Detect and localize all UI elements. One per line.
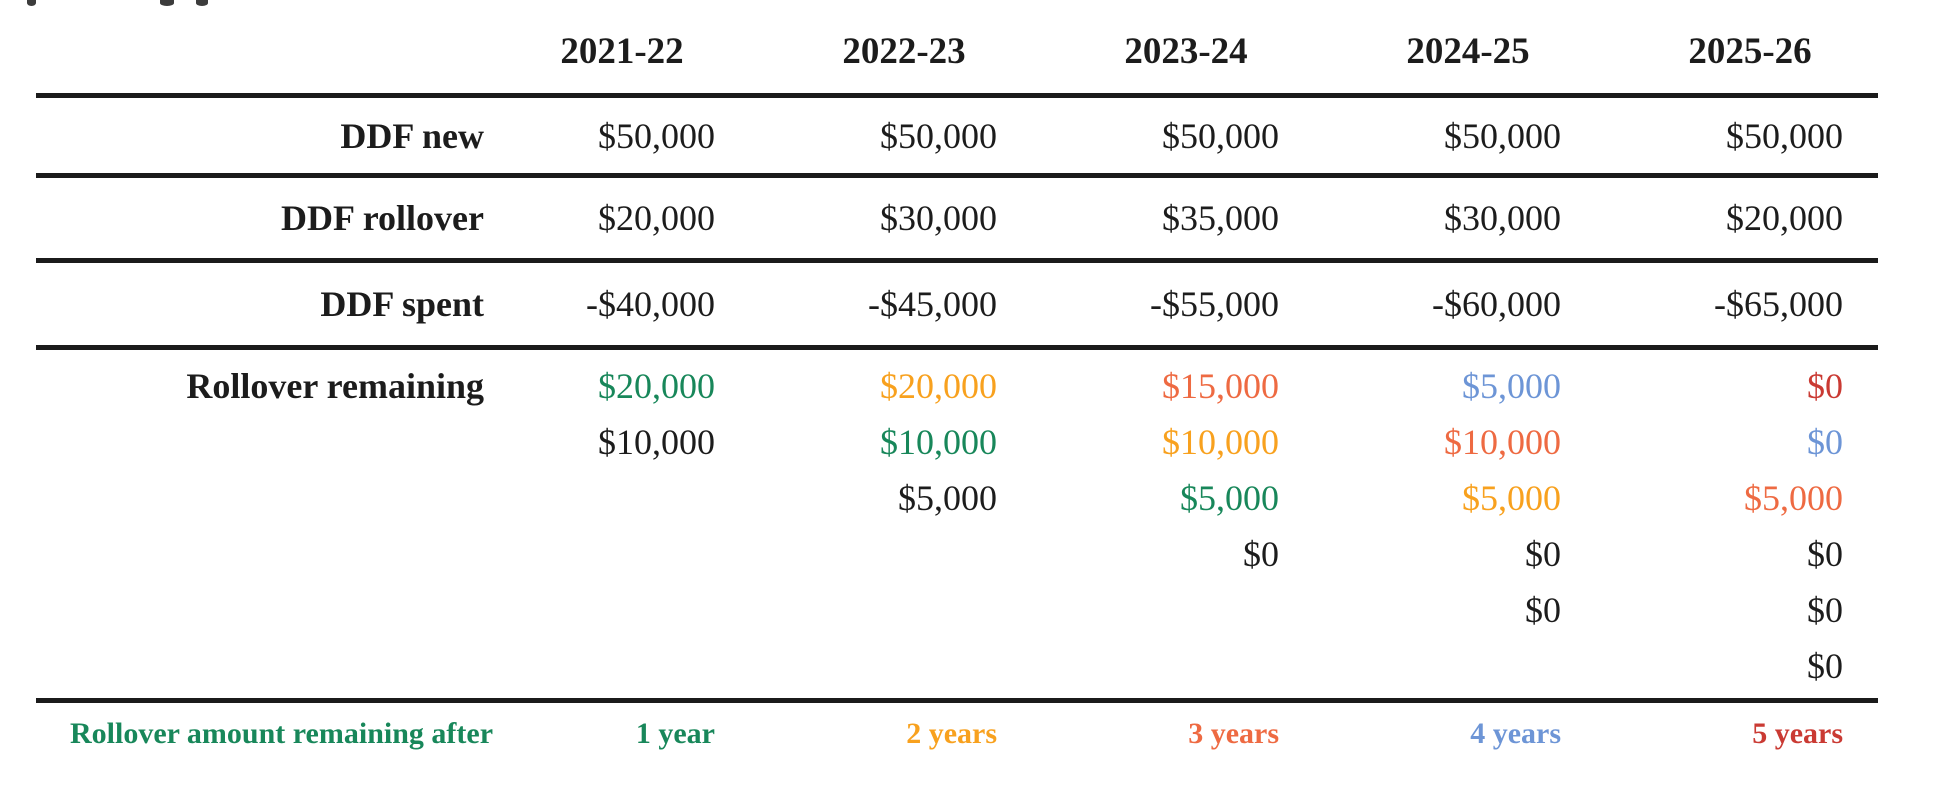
- value-cell: $5,000: [1744, 478, 1843, 518]
- row-label: Rollover remaining: [186, 366, 484, 406]
- table-rule: [36, 345, 1878, 350]
- rollover-subrow-3: $5,000 $5,000 $5,000 $5,000: [36, 470, 1900, 526]
- value-cell: $5,000: [1462, 366, 1561, 406]
- value-cell: $50,000: [1444, 115, 1561, 156]
- table-row-rollover-remaining: Rollover remaining $20,000 $20,000 $15,0…: [36, 350, 1900, 698]
- legend-5-years: 5 years: [1752, 717, 1843, 750]
- value-cell: $20,000: [880, 366, 997, 406]
- value-cell: $10,000: [1444, 422, 1561, 462]
- table-rule: [36, 93, 1878, 98]
- value-cell: $30,000: [1444, 198, 1561, 238]
- year-header-2021-22: 2021-22: [560, 31, 684, 72]
- value-cell: $20,000: [598, 198, 715, 238]
- value-cell: $0: [1807, 646, 1843, 686]
- ddf-rollover-table: 2021-22 2022-23 2023-24 2024-25 2025-26 …: [36, 10, 1900, 765]
- value-cell: $0: [1807, 366, 1843, 406]
- year-header-2022-23: 2022-23: [842, 31, 966, 72]
- year-header-row: 2021-22 2022-23 2023-24 2024-25 2025-26: [36, 10, 1900, 93]
- legend-4-years: 4 years: [1470, 717, 1561, 750]
- legend-1-year: 1 year: [635, 717, 715, 750]
- table-rule: [36, 698, 1878, 703]
- value-cell: $50,000: [1162, 115, 1279, 156]
- value-cell: $5,000: [1462, 478, 1561, 518]
- legend-2-years: 2 years: [906, 717, 997, 750]
- value-cell: $10,000: [880, 422, 997, 462]
- table-row-ddf-rollover: DDF rollover $20,000 $30,000 $35,000 $30…: [36, 178, 1900, 258]
- value-cell: $20,000: [1726, 198, 1843, 238]
- table-rule: [36, 173, 1878, 178]
- value-cell: $30,000: [880, 198, 997, 238]
- value-cell: $5,000: [1180, 478, 1279, 518]
- value-cell: -$60,000: [1432, 284, 1561, 324]
- table-row-ddf-new: DDF new $50,000 $50,000 $50,000 $50,000 …: [36, 98, 1900, 173]
- value-cell: -$65,000: [1714, 284, 1843, 324]
- value-cell: $0: [1243, 534, 1279, 574]
- value-cell: $10,000: [598, 422, 715, 462]
- year-header-2023-24: 2023-24: [1124, 31, 1248, 72]
- cropped-text-fragment: [27, 0, 36, 6]
- rollover-subrow-4: $0 $0 $0: [36, 526, 1900, 582]
- rollover-subrow-6: $0: [36, 638, 1900, 694]
- value-cell: $35,000: [1162, 198, 1279, 238]
- value-cell: $15,000: [1162, 366, 1279, 406]
- value-cell: $50,000: [880, 115, 997, 156]
- rollover-subrow-1: Rollover remaining $20,000 $20,000 $15,0…: [36, 358, 1900, 414]
- value-cell: $0: [1807, 534, 1843, 574]
- rollover-subrow-5: $0 $0: [36, 582, 1900, 638]
- cropped-text-fragment: [196, 0, 208, 6]
- row-label: DDF spent: [320, 284, 484, 324]
- value-cell: -$40,000: [586, 284, 715, 324]
- year-header-2024-25: 2024-25: [1406, 31, 1530, 72]
- value-cell: $0: [1525, 590, 1561, 630]
- legend-row: Rollover amount remaining after 1 year 2…: [36, 703, 1900, 765]
- row-label: DDF rollover: [281, 198, 484, 238]
- value-cell: $10,000: [1162, 422, 1279, 462]
- year-header-2025-26: 2025-26: [1688, 31, 1812, 72]
- value-cell: $5,000: [898, 478, 997, 518]
- table-row-ddf-spent: DDF spent -$40,000 -$45,000 -$55,000 -$6…: [36, 263, 1900, 345]
- value-cell: $50,000: [598, 115, 715, 156]
- value-cell: $0: [1807, 422, 1843, 462]
- value-cell: $20,000: [598, 366, 715, 406]
- table-rule: [36, 258, 1878, 263]
- value-cell: $0: [1525, 534, 1561, 574]
- value-cell: $50,000: [1726, 115, 1843, 156]
- rollover-subrow-2: $10,000 $10,000 $10,000 $10,000 $0: [36, 414, 1900, 470]
- cropped-text-fragment: [160, 0, 174, 6]
- row-label: DDF new: [340, 115, 484, 156]
- value-cell: $0: [1807, 590, 1843, 630]
- legend-3-years: 3 years: [1188, 717, 1279, 750]
- legend-label: Rollover amount remaining after: [70, 717, 494, 750]
- value-cell: -$55,000: [1150, 284, 1279, 324]
- value-cell: -$45,000: [868, 284, 997, 324]
